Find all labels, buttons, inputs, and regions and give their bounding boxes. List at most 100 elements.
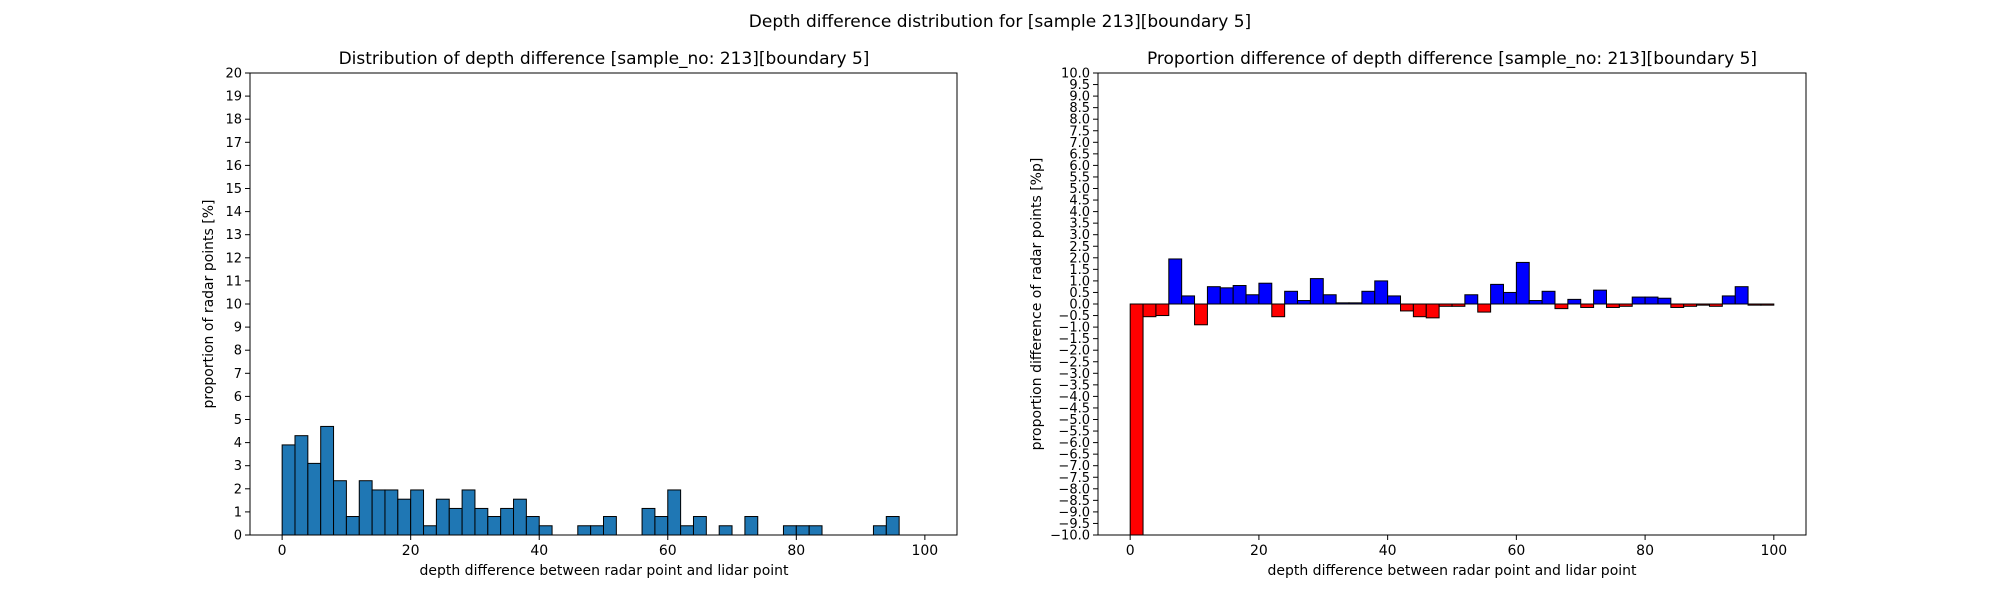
right-chart-y-tick-label: 10.0 (1061, 67, 1090, 82)
left-chart-y-tick-label: 2 (234, 482, 242, 497)
right-chart-bar (1734, 286, 1749, 305)
right-chart-y-tick-label: −9.0 (1058, 505, 1090, 520)
right-chart-y-tick-label: −5.0 (1058, 413, 1090, 428)
left-chart-y-tick-label: 19 (225, 90, 242, 105)
right-chart-y-tick-label: 1.0 (1069, 274, 1090, 289)
right-chart-bar (1284, 290, 1299, 305)
right-chart-bar (1258, 282, 1273, 305)
right-chart-bar (1464, 294, 1479, 305)
right-chart-y-tick-label: 7.5 (1069, 124, 1090, 139)
right-chart-bar (1309, 278, 1324, 305)
left-chart-y-tick-label: 17 (225, 136, 242, 151)
left-chart-bar (487, 516, 502, 536)
right-chart-x-tick-label: 80 (1636, 543, 1654, 559)
left-chart-bar (808, 525, 823, 536)
right-chart-x-axis: 0 20 40 60 80 100 (1126, 535, 1787, 559)
left-chart-x-tick-label: 40 (530, 543, 548, 559)
left-chart-bar (281, 444, 296, 536)
figure-suptitle: Depth difference distribution for [sampl… (749, 12, 1251, 32)
right-chart-y-tick-label: 8.5 (1069, 101, 1090, 116)
right-chart-bar (1567, 298, 1582, 305)
right-chart-bar (1129, 303, 1144, 536)
left-chart-y-tick-label: 16 (225, 159, 242, 174)
right-chart-bar (1168, 258, 1183, 305)
right-chart-title: Proportion difference of depth differenc… (1147, 49, 1757, 69)
left-chart-bar (461, 489, 476, 536)
right-chart-bar (1631, 296, 1646, 305)
right-chart-bar (1361, 290, 1376, 305)
left-chart-y-tick-label: 7 (234, 367, 242, 382)
right-chart-bar (1400, 303, 1414, 312)
right-chart-bar (1541, 290, 1556, 305)
left-chart-bar (358, 480, 373, 536)
left-chart-bar (513, 498, 527, 536)
left-chart-bar (410, 489, 425, 536)
left-chart-y-tick-label: 12 (225, 251, 242, 266)
left-chart-y-tick-label: 18 (225, 113, 242, 128)
left-chart-bar (345, 516, 360, 536)
right-chart-x-tick-label: 20 (1250, 543, 1268, 559)
left-chart-y-tick-label: 1 (234, 505, 242, 520)
right-chart-y-tick-label: −6.5 (1058, 448, 1090, 463)
right-chart-y-tick-label: −8.5 (1058, 494, 1090, 509)
right-chart-bar (1374, 280, 1389, 305)
left-chart-title: Distribution of depth difference [sample… (339, 49, 870, 69)
left-chart-x-tick-label: 20 (402, 543, 420, 559)
right-chart-y-axis: 10.09.59.08.58.07.57.06.56.05.55.04.54.0… (1050, 67, 1098, 544)
right-chart-y-tick-label: −4.0 (1058, 390, 1090, 405)
left-chart-bar (538, 525, 553, 536)
right-chart-y-tick-label: −2.0 (1058, 344, 1090, 359)
left-chart-bar (795, 525, 810, 536)
left-chart-y-tick-label: 6 (234, 390, 242, 405)
right-chart-bar (1490, 283, 1504, 305)
right-chart-bar (1721, 295, 1736, 305)
left-chart-bar (294, 435, 309, 536)
right-chart-y-tick-label: −1.5 (1058, 332, 1090, 347)
right-chart-bar (1644, 296, 1659, 305)
left-chart-bar (525, 516, 540, 536)
left-chart-y-tick-label: 3 (234, 459, 242, 474)
right-chart-bar (1605, 303, 1620, 308)
right-difference-chart: Proportion difference of depth differenc… (1029, 49, 1807, 579)
left-chart-bar (500, 507, 515, 536)
right-chart-y-tick-label: 7.0 (1069, 136, 1090, 151)
right-chart-y-tick-label: −5.5 (1058, 425, 1090, 440)
right-chart-bar (1580, 303, 1595, 308)
right-chart-y-tick-label: 0.5 (1069, 286, 1090, 301)
left-chart-x-tick-label: 80 (787, 543, 805, 559)
right-chart-bar (1271, 303, 1286, 318)
right-chart-bar (1593, 289, 1607, 305)
left-chart-y-tick-label: 20 (225, 67, 242, 82)
right-chart-y-tick-label: 9.0 (1069, 90, 1090, 105)
left-chart-bar (397, 498, 412, 536)
left-chart-y-tick-label: 5 (234, 413, 242, 428)
right-chart-bar (1412, 303, 1427, 318)
right-chart-y-tick-label: 4.0 (1069, 205, 1090, 220)
right-chart-y-tick-label: 5.5 (1069, 170, 1090, 185)
right-chart-y-tick-label: −0.5 (1058, 309, 1090, 324)
left-chart-bar (872, 525, 887, 536)
right-chart-bars (1129, 258, 1775, 536)
left-chart-bar (448, 507, 463, 536)
right-chart-x-tick-label: 40 (1379, 543, 1397, 559)
left-chart-x-tick-label: 60 (659, 543, 677, 559)
right-chart-y-tick-label: −10.0 (1050, 529, 1090, 544)
right-chart-bar (1528, 300, 1543, 305)
right-chart-bar (1297, 300, 1311, 305)
left-chart-bar (435, 498, 450, 536)
left-chart-bar (718, 525, 733, 536)
right-chart-y-tick-label: 0.0 (1069, 298, 1090, 313)
right-chart-y-tick-label: −3.0 (1058, 367, 1090, 382)
right-chart-bar (1477, 303, 1492, 313)
right-chart-y-tick-label: −7.5 (1058, 471, 1090, 486)
left-chart-bar (423, 525, 437, 536)
left-chart-bar (371, 489, 386, 536)
left-chart-y-tick-label: 4 (234, 436, 242, 451)
right-chart-bar (1502, 291, 1517, 305)
left-chart-bar (641, 507, 656, 536)
left-chart-ylabel: proportion of radar points [%] (201, 199, 217, 408)
right-chart-y-tick-label: −6.0 (1058, 436, 1090, 451)
right-chart-y-tick-label: 6.0 (1069, 159, 1090, 174)
left-chart-y-tick-label: 14 (225, 205, 242, 220)
